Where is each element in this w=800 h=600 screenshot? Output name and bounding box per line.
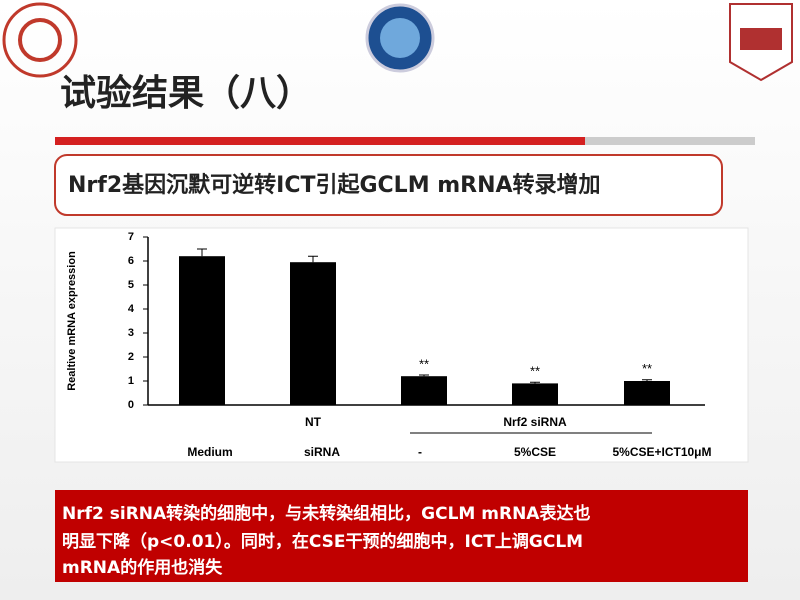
caption-line: mRNA的作用也消失 [62,557,223,578]
x-tick-label: - [418,445,422,459]
bar [290,262,336,405]
y-tick-label: 0 [128,399,134,411]
bar [624,381,670,405]
y-tick-label: 3 [128,327,134,339]
slide-title: 试验结果（八） [60,73,312,114]
caption-box [55,490,748,582]
y-axis-label: Realtive mRNA expression [66,251,78,391]
bar [179,256,225,405]
error-bar [197,248,207,257]
y-tick-label: 6 [128,255,134,267]
bar [401,376,447,405]
title-rule-gray [585,137,755,145]
error-bar [308,255,318,263]
y-tick-label: 4 [128,303,135,315]
error-bar [530,381,540,384]
y-tick-label: 1 [128,375,134,387]
y-tick-label: 7 [128,231,134,243]
logo-left-inner [18,18,62,62]
significance-marker: ** [419,356,429,371]
significance-marker: ** [530,364,540,379]
subtitle: Nrf2基因沉默可逆转ICT引起GCLM mRNA转录增加 [68,172,601,198]
chart-area [54,227,749,463]
y-tick-label: 5 [128,279,134,291]
subtitle-box [54,154,723,216]
group-label: Nrf2 siRNA [503,415,567,429]
title-rule-red [55,137,585,145]
x-tick-label: siRNA [304,445,340,459]
x-tick-label: Medium [187,445,232,459]
caption-line: Nrf2 siRNA转染的细胞中，与未转染组相比，GCLM mRNA表达也 [62,503,590,524]
x-tick-label: 5%CSE [514,445,556,459]
caption-line: 明显下降（p<0.01）。同时，在CSE干预的细胞中，ICT上调GCLM [62,531,583,552]
group-label: NT [305,415,322,429]
y-tick-label: 2 [128,351,134,363]
logo-left [2,2,78,78]
logo-center-inner [380,18,420,58]
logo-right-building [740,28,782,50]
bar [512,383,558,405]
error-bar [642,379,652,381]
error-bar [419,374,429,377]
significance-marker: ** [642,361,652,376]
x-tick-label: 5%CSE+ICT10μM [612,445,711,459]
